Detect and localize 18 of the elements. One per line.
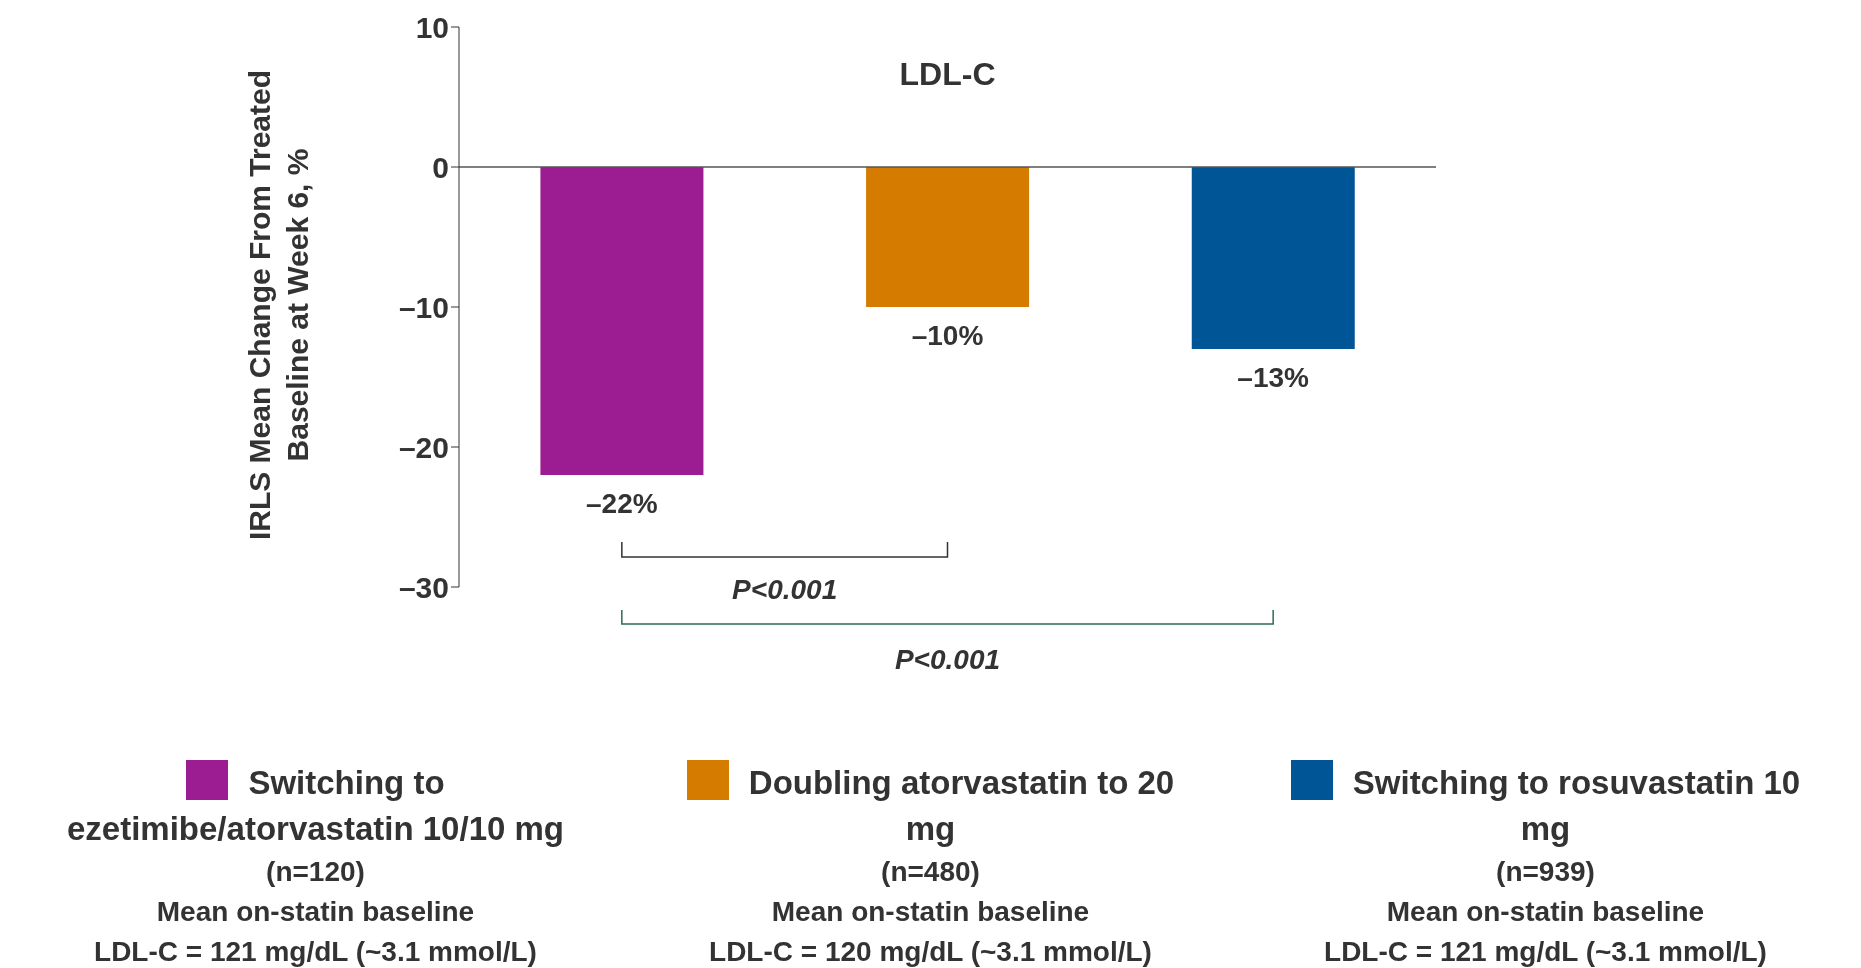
y-tick-label: 10 xyxy=(415,10,449,44)
y-tick-label: –10 xyxy=(398,290,449,324)
annotation: P<0.001 xyxy=(732,574,838,605)
text: LDL-C xyxy=(898,56,997,93)
legend-label: Switching to ezetimibe/atorvastatin 10/10 mg xyxy=(66,763,565,849)
text: (n=120) Mean on-statin baseline LDL-C = 121 mg/dL (~3.1 mmol/L) xyxy=(93,855,538,968)
y-axis-title: IRLS Mean Change From Treated Baseline at Week 6, % xyxy=(242,68,315,543)
text: (n=939) Mean on-statin baseline LDL-C = 121 mg/dL (~3.1 mmol/L) xyxy=(1323,855,1768,968)
y-tick-label: 0 xyxy=(432,150,449,184)
data-label: –22% xyxy=(586,488,658,519)
data-label: –10% xyxy=(911,320,984,351)
y-tick-label: –30 xyxy=(398,570,449,604)
legend-label: Switching to rosuvastatin 10 mg xyxy=(1351,763,1802,849)
text: P<0.001 xyxy=(894,644,1001,675)
data-label: –13% xyxy=(1237,362,1310,393)
text: (n=480) Mean on-statin baseline LDL-C = 120 mg/dL (~3.1 mmol/L) xyxy=(708,855,1153,968)
legend-label: Doubling atorvastatin to 20 mg xyxy=(747,763,1176,849)
y-tick-label: –20 xyxy=(398,430,449,464)
